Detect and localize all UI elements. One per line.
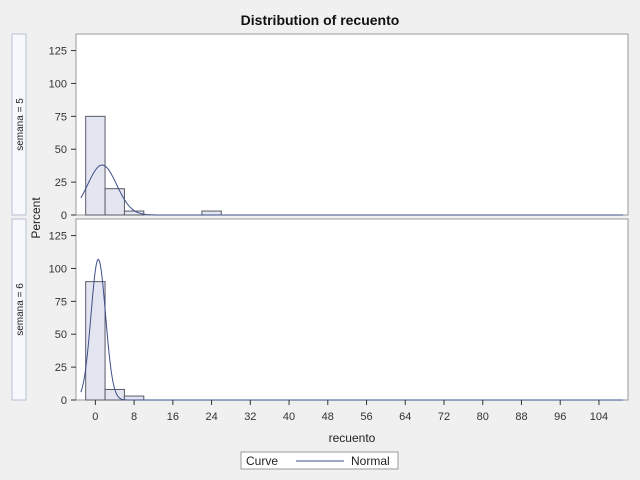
y-tick-label: 75 bbox=[55, 111, 67, 123]
y-axis: 0 25 50 75 100 125 bbox=[49, 46, 76, 222]
legend-entry-normal: Normal bbox=[351, 454, 390, 468]
normal-curve bbox=[80, 258, 624, 401]
x-tick-label: 24 bbox=[205, 411, 217, 423]
panel-semana-5: semana = 5 0 25 50 75 100 125 bbox=[11, 33, 629, 222]
panel-strip-label: semana = 6 bbox=[15, 283, 26, 336]
y-axis-title: Percent bbox=[29, 197, 43, 239]
x-tick-label: 0 bbox=[92, 411, 98, 423]
y-axis: 0 25 50 75 100 125 bbox=[49, 231, 76, 407]
plot-area bbox=[75, 33, 629, 216]
x-tick-label: 104 bbox=[590, 411, 608, 423]
legend-title: Curve bbox=[246, 454, 278, 468]
y-tick-label: 25 bbox=[55, 362, 67, 374]
x-tick-label: 64 bbox=[399, 411, 411, 423]
y-tick-label: 100 bbox=[49, 263, 67, 275]
normal-curve bbox=[80, 164, 624, 216]
y-tick-label: 50 bbox=[55, 329, 67, 341]
histogram-bars bbox=[85, 281, 145, 401]
x-axis: 0 8 16 24 32 40 48 56 64 72 80 88 96 104 bbox=[92, 400, 608, 423]
x-tick-label: 8 bbox=[131, 411, 137, 423]
histogram-bar bbox=[85, 115, 106, 216]
y-tick-label: 0 bbox=[61, 210, 67, 222]
chart-title: Distribution of recuento bbox=[241, 12, 400, 28]
plot-area bbox=[75, 218, 629, 401]
histogram-bar bbox=[123, 395, 145, 401]
x-tick-label: 16 bbox=[167, 411, 179, 423]
legend: Curve Normal bbox=[240, 451, 399, 470]
panel-strip bbox=[11, 218, 27, 401]
x-tick-label: 48 bbox=[322, 411, 334, 423]
panel-semana-6: semana = 6 0 25 50 75 100 125 bbox=[11, 218, 629, 407]
histogram-bar bbox=[104, 188, 125, 216]
x-tick-label: 40 bbox=[283, 411, 295, 423]
y-tick-label: 0 bbox=[61, 395, 67, 407]
histogram-bar bbox=[123, 210, 145, 216]
x-tick-label: 72 bbox=[438, 411, 450, 423]
panel-strip bbox=[11, 33, 27, 216]
y-tick-label: 25 bbox=[55, 177, 67, 189]
x-tick-label: 56 bbox=[360, 411, 372, 423]
x-tick-label: 80 bbox=[477, 411, 489, 423]
x-tick-label: 88 bbox=[515, 411, 527, 423]
y-tick-label: 75 bbox=[55, 296, 67, 308]
y-tick-label: 125 bbox=[49, 46, 67, 58]
panel-strip-label: semana = 5 bbox=[15, 98, 26, 151]
x-tick-label: 32 bbox=[244, 411, 256, 423]
histogram-bar bbox=[201, 210, 222, 216]
histogram-bar bbox=[104, 388, 125, 401]
y-tick-label: 100 bbox=[49, 78, 67, 90]
y-tick-label: 50 bbox=[55, 144, 67, 156]
y-tick-label: 125 bbox=[49, 231, 67, 243]
x-tick-label: 96 bbox=[554, 411, 566, 423]
x-axis-title: recuento bbox=[329, 431, 376, 445]
